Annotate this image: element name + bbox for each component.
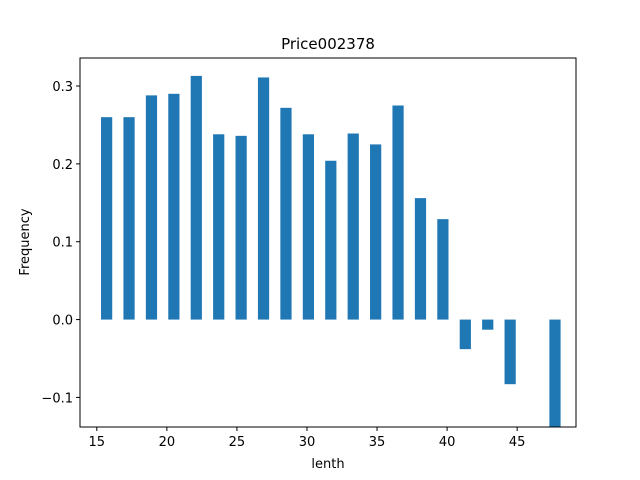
bar-11 [347,133,359,320]
x-tick-label: 25 [229,435,246,450]
bar-18 [504,319,516,385]
bar-3 [168,93,180,320]
y-axis: −0.1 0.0 0.1 0.2 0.3 [41,80,80,406]
y-tick-label: 0.3 [52,80,73,95]
y-tick-label: 0.2 [52,158,73,173]
bar-17 [482,319,494,330]
bar-9 [302,134,314,320]
x-axis-label: lenth [311,457,344,472]
y-tick-label: 0.1 [52,236,73,251]
y-tick-label: −0.1 [41,391,73,406]
bar-10 [325,160,337,320]
bar-2 [145,95,158,320]
y-tick-label: 0.0 [52,314,73,329]
bar-16 [459,319,471,350]
x-tick-label: 35 [369,435,386,450]
chart-title: Price002378 [281,35,375,53]
bar-7 [257,77,270,320]
bar-15 [437,219,449,320]
x-axis: 15 20 25 30 35 40 45 [89,427,526,450]
x-tick-label: 30 [299,435,316,450]
bar-5 [213,134,225,320]
bar-8 [280,107,292,320]
plot-frame [79,57,577,428]
bar-6 [235,135,247,320]
bar-0 [101,117,113,320]
bar-14 [414,198,427,320]
bar-19 [549,319,561,427]
bar-group [101,75,561,427]
bar-12 [370,144,382,320]
x-tick-label: 40 [439,435,456,450]
x-tick-label: 15 [89,435,106,450]
x-tick-label: 20 [159,435,176,450]
bar-4 [190,75,202,320]
bar-13 [392,105,404,320]
y-axis-label: Frequency [18,208,33,275]
x-tick-label: 45 [509,435,526,450]
bar-1 [123,117,135,320]
